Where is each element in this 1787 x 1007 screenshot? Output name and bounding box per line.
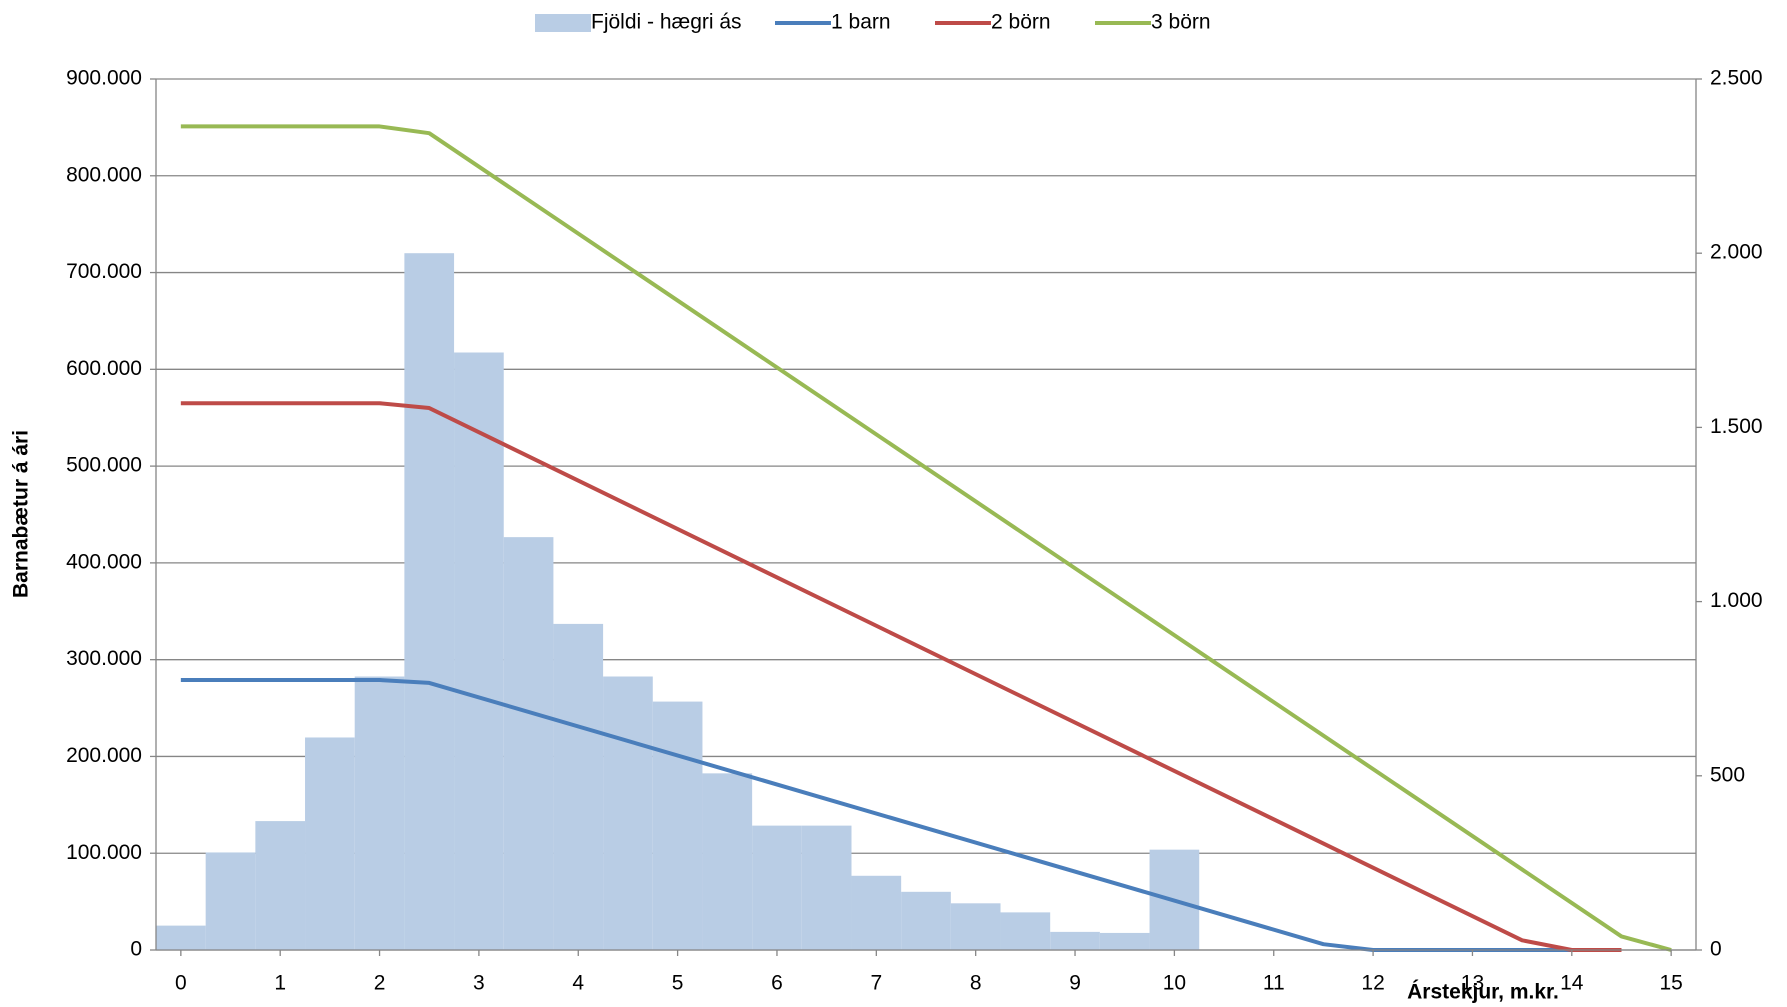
x-tick-label: 6 [771,972,783,995]
x-tick-label: 13 [1461,972,1484,995]
histogram-bar [305,737,355,950]
histogram-bar [255,821,306,950]
x-tick-label: 11 [1263,972,1285,995]
legend-swatch [535,14,591,32]
y2-tick-label: 1.500 [1710,415,1763,438]
x-tick-label: 1 [274,972,286,995]
histogram-bar [752,825,802,950]
histogram-bar [950,903,1001,950]
histogram-bar [652,701,703,950]
histogram-bar [503,537,554,950]
x-tick-label: 9 [1069,972,1081,995]
y-tick-label: 600.000 [66,357,142,380]
y-tick-label: 400.000 [66,550,142,573]
x-tick-label: 8 [970,972,982,995]
y-tick-label: 100.000 [66,841,142,864]
legend: Fjöldi - hægri ás 1 barn 2 börn 3 börn [535,11,1211,34]
x-tick-label: 15 [1659,972,1682,995]
histogram-bar [454,352,504,950]
y-tick-label: 700.000 [66,260,142,283]
legend-label: 1 barn [831,11,891,34]
x-tick-label: 7 [870,972,882,995]
x-tick-label: 0 [175,972,187,995]
histogram-bar [354,676,405,950]
histogram-bar [205,852,256,950]
y2-tick-label: 1.000 [1710,589,1763,612]
legend-label: Fjöldi - hægri ás [591,11,742,34]
legend-label: 3 börn [1151,11,1211,34]
x-tick-label: 2 [374,972,386,995]
y-tick-label: 500.000 [66,454,142,477]
x-tick-label: 5 [672,972,684,995]
y2-tick-label: 2.000 [1710,241,1763,264]
y-tick-label: 300.000 [66,647,142,670]
histogram-bar [702,773,753,950]
y2-tick-label: 2.500 [1710,67,1763,90]
histogram-bar [404,253,455,950]
y-tick-label: 0 [130,938,142,961]
histogram-bar [1099,932,1150,950]
legend-label: 2 börn [991,11,1051,34]
axes [150,78,1702,956]
x-tick-label: 14 [1560,972,1584,995]
histogram-bar [901,891,951,950]
y2-tick-label: 0 [1710,938,1722,961]
histogram-bar [1050,931,1100,950]
histogram-bar [553,623,604,950]
x-tick-label: 3 [473,972,485,995]
histogram-bar [851,875,902,950]
y-axis-title: Barnabætur á ári [10,430,33,598]
y2-tick-label: 500 [1710,763,1745,786]
bars [156,253,1200,950]
histogram-bar [603,676,653,950]
x-tick-label: 12 [1361,972,1384,995]
histogram-bar [801,825,852,950]
histogram-bar [156,925,206,950]
y-tick-label: 800.000 [66,163,142,186]
y-tick-label: 900.000 [66,67,142,90]
x-axis-title: Árstekjur, m.kr. [1407,981,1559,1004]
line [180,124,1672,952]
y-tick-label: 200.000 [66,744,142,767]
x-tick-label: 10 [1163,972,1186,995]
x-tick-label: 4 [572,972,584,995]
histogram-bar [1000,912,1051,950]
